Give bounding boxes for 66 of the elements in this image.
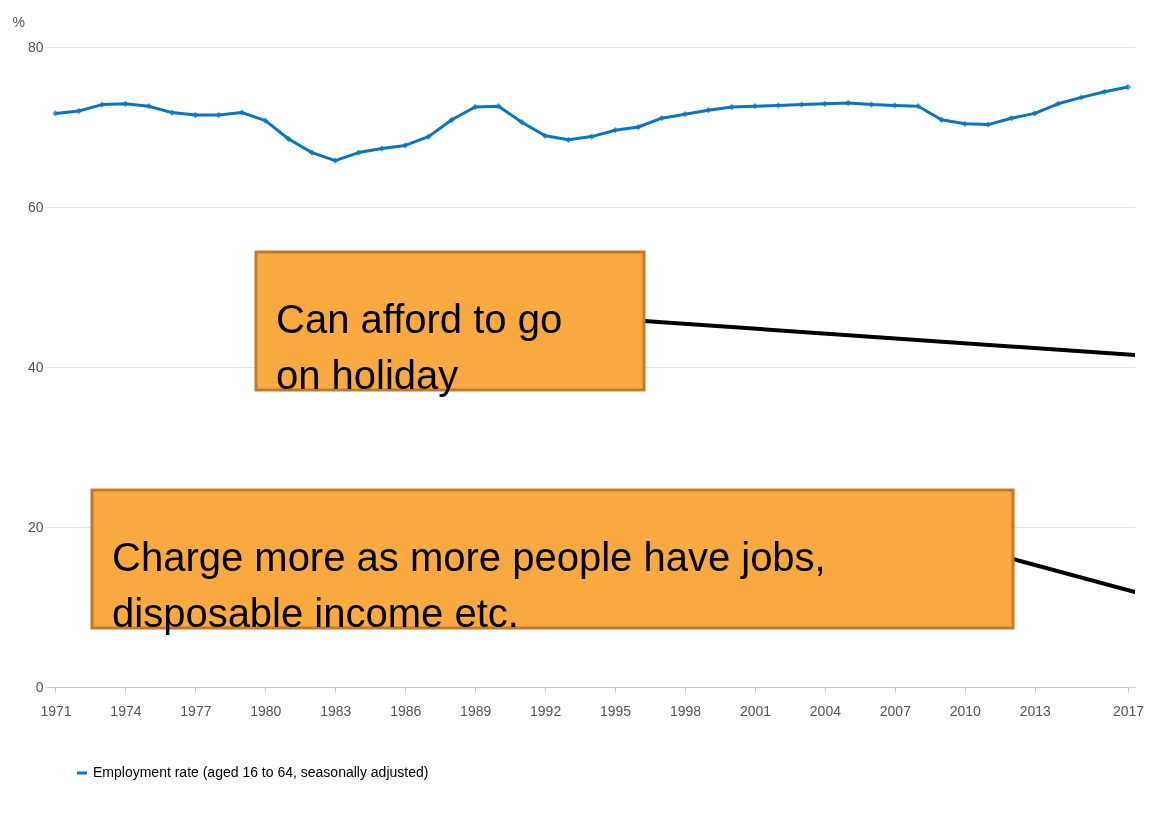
point: [308, 149, 316, 156]
point: [215, 111, 222, 119]
x-tick-label: 2004: [809, 702, 842, 719]
x-tick-label: 2010: [949, 702, 982, 719]
point: [798, 101, 805, 108]
point: [122, 100, 129, 107]
x-tick-label: 1971: [40, 702, 72, 719]
y-tick-label: 60: [27, 198, 44, 215]
point: [541, 132, 549, 139]
point: [611, 127, 619, 134]
point: [915, 103, 922, 110]
x-tick-label: 1974: [110, 702, 142, 719]
point: [1054, 100, 1062, 107]
point: [192, 111, 199, 119]
point: [402, 142, 409, 149]
x-tick-label: 2017: [1112, 702, 1145, 719]
x-tick-label: 1977: [180, 702, 212, 719]
point: [332, 157, 339, 164]
annotation: Can afford to go on holiday: [276, 297, 563, 397]
point: [681, 111, 689, 118]
x-tick-label: 1995: [599, 702, 632, 719]
point: [705, 107, 712, 114]
point: [588, 133, 595, 140]
x-tick-label: 1986: [390, 702, 422, 719]
y-axis-title: %: [12, 13, 25, 30]
point: [635, 123, 642, 131]
point: [238, 109, 246, 116]
point: [495, 103, 502, 110]
x-tick-label: 2013: [1019, 702, 1052, 719]
point: [1101, 88, 1108, 95]
point: [845, 99, 852, 107]
x-tick-label: 1983: [320, 702, 352, 719]
x-tick-label: 2007: [879, 702, 912, 719]
legend-label: Employment rate (aged 16 to 64, seasonally adjusted): [93, 764, 429, 780]
point: [145, 103, 152, 110]
point: [868, 101, 875, 108]
point: [775, 102, 782, 109]
y-tick-label: 20: [27, 518, 44, 535]
point: [425, 133, 432, 140]
point: [1008, 115, 1015, 122]
point: [472, 103, 479, 111]
x-tick-label: 1998: [669, 702, 702, 719]
point: [1031, 110, 1038, 117]
point: [52, 110, 59, 117]
x-tick-label: 1989: [460, 702, 492, 719]
point: [1078, 94, 1085, 101]
y-tick-label: 80: [27, 38, 44, 55]
point: [961, 120, 968, 127]
point: [565, 136, 572, 143]
point: [285, 135, 292, 143]
x-tick-label: 1992: [530, 702, 562, 719]
x-tick-label: 2001: [739, 702, 772, 719]
point: [658, 115, 665, 122]
x-tick-label: 1980: [250, 702, 282, 719]
point: [378, 145, 386, 152]
point: [448, 116, 456, 123]
point: [75, 107, 82, 115]
point: [518, 119, 525, 126]
point: [262, 117, 269, 124]
point: [168, 109, 176, 116]
point: [938, 116, 945, 123]
point: [355, 149, 362, 156]
y-tick-label: 40: [27, 358, 44, 375]
annotation: Charge more as more people have jobs, disposable income etc.: [112, 535, 826, 635]
point: [728, 103, 735, 111]
y-tick-label: 0: [35, 678, 44, 695]
